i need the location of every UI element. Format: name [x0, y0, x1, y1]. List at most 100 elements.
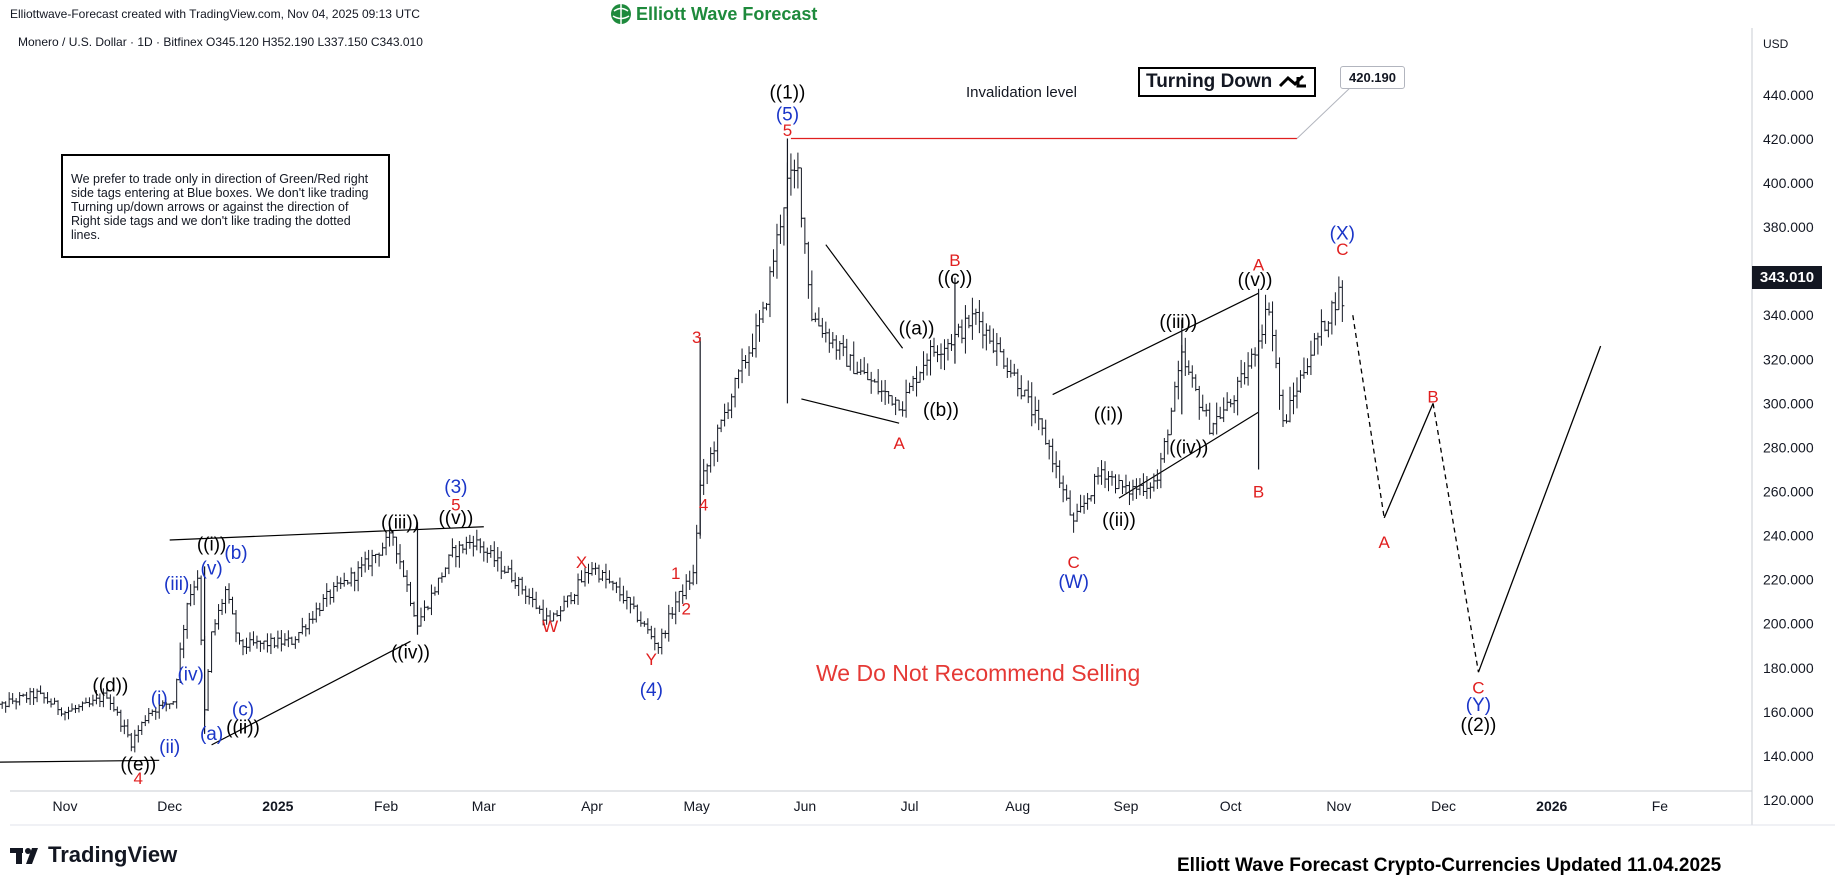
wave-label: ((d))	[92, 675, 128, 696]
warning-text: We Do Not Recommend Selling	[816, 660, 1141, 686]
ohlc-bar	[1047, 439, 1052, 460]
ohlc-bar	[635, 604, 640, 623]
wave-label: ((i))	[1094, 404, 1124, 425]
ohlc-bar	[258, 640, 263, 652]
wave-label: ((ii))	[226, 717, 260, 738]
ohlc-bar	[1190, 365, 1195, 388]
ohlc-bar	[14, 698, 19, 710]
ohlc-bar	[272, 637, 277, 649]
ohlc-bar	[844, 338, 849, 367]
ohlc-bar	[865, 363, 870, 381]
ohlc-bar	[251, 631, 256, 646]
ohlc-bar	[471, 535, 476, 557]
wave-label: ((iv))	[1169, 437, 1208, 458]
ohlc-bar	[1329, 300, 1334, 335]
ohlc-bar	[757, 310, 762, 342]
wave-label: ((iv))	[391, 642, 430, 663]
ohlc-bar	[230, 596, 235, 615]
tradingview-logo[interactable]: TradingView	[10, 842, 177, 868]
price-tick-label: 280.000	[1763, 439, 1814, 455]
ohlc-bar	[1075, 503, 1080, 522]
projection-leg-a	[1352, 315, 1385, 519]
ohlc-bar	[108, 694, 113, 711]
ohlc-bar	[1319, 309, 1324, 346]
time-tick-label: Nov	[53, 798, 78, 814]
ohlc-bar	[712, 441, 717, 467]
ohlc-bar	[28, 687, 33, 705]
ohlc-bar	[38, 685, 43, 695]
ohlc-bar	[502, 565, 507, 574]
ohlc-bar	[345, 579, 350, 585]
ohlc-bar	[1113, 474, 1118, 494]
ohlc-bar	[1326, 321, 1331, 338]
ohlc-bar	[453, 544, 458, 568]
ohlc-bar	[492, 541, 497, 568]
wave-label: ((2))	[1461, 715, 1497, 736]
ohlc-bar	[1127, 481, 1132, 506]
ohlc-bar	[904, 379, 909, 418]
wave-label: ((v))	[438, 508, 473, 529]
ohlc-bar	[576, 573, 581, 605]
ohlc-bar	[405, 570, 410, 592]
ohlc-bar	[244, 637, 249, 655]
trend-line	[211, 640, 411, 746]
wave-label: (5)	[776, 105, 799, 126]
price-axis[interactable]: 120.000 140.000 160.000 180.000 200.000 220.0…	[1763, 87, 1814, 808]
ohlc-bar	[980, 311, 985, 349]
ohlc-bar	[792, 159, 797, 189]
ohlc-bar	[1096, 467, 1101, 485]
wave-label: ((1))	[769, 83, 805, 104]
ohlc-bar	[649, 625, 654, 640]
wave-label: ((iii))	[1159, 312, 1197, 333]
ohlc-bar	[460, 544, 465, 554]
ohlc-bar	[761, 301, 765, 324]
ohlc-bar	[918, 371, 923, 383]
ohlc-bar	[289, 636, 294, 646]
ohlc-bar	[384, 532, 389, 556]
ohlc-bar	[464, 536, 469, 555]
ohlc-bar	[363, 551, 368, 573]
ohlc-bar	[132, 729, 137, 753]
wave-label: ((c))	[938, 268, 973, 289]
ohlc-bar	[286, 630, 291, 648]
time-axis[interactable]: Nov Dec 2025 Feb Mar Apr May Jun Jul Aug Sep Oct Nov…	[53, 798, 1669, 814]
ohlc-bar	[516, 576, 521, 596]
ohlc-bar	[862, 357, 867, 375]
ohlc-bar	[457, 541, 462, 568]
wave-labels: ((d))((e))4(i)(ii)(iii)(iv)(v)((i))(b)(a…	[92, 83, 1496, 788]
time-tick-label: Aug	[1005, 798, 1030, 814]
ohlc-bar	[834, 335, 839, 360]
ohlc-bar	[1260, 324, 1265, 349]
tradingview-icon	[10, 848, 38, 864]
ohlc-bar	[136, 725, 141, 743]
ohlc-bar	[1211, 422, 1216, 436]
ohlc-bar	[659, 628, 664, 655]
ohlc-bar	[1103, 461, 1108, 489]
brand-name: Elliott Wave Forecast	[636, 3, 818, 24]
ohlc-bar	[534, 591, 539, 610]
ohlc-bar	[1246, 352, 1251, 386]
ohlc-bar	[1232, 395, 1237, 414]
symbol-line[interactable]: Monero / U.S. Dollar · 1D · Bitfinex O34…	[18, 35, 423, 49]
ohlc-bar	[143, 715, 148, 727]
ohlc-bar	[872, 378, 877, 383]
ohlc-bar	[781, 207, 786, 246]
ohlc-bar	[984, 323, 989, 351]
wave-label: (iv)	[177, 664, 203, 685]
ohlc-bar	[1197, 385, 1202, 420]
ohlc-bar	[394, 536, 399, 564]
ohlc-bar	[1333, 292, 1338, 326]
ohlc-bar	[220, 598, 225, 615]
ohlc-bar	[932, 337, 937, 357]
ohlc-bar	[398, 544, 403, 570]
brand-logo: Elliott Wave Forecast	[610, 3, 817, 25]
ohlc-bar	[1071, 512, 1076, 533]
ohlc-bar	[820, 317, 825, 338]
ohlc-bar	[1012, 363, 1017, 376]
ohlc-bar	[1308, 340, 1313, 376]
ohlc-bar	[778, 214, 783, 244]
time-tick-label: 2026	[1536, 798, 1567, 814]
projection-leg-b	[1383, 403, 1434, 519]
ohlc-bar	[1218, 406, 1223, 420]
